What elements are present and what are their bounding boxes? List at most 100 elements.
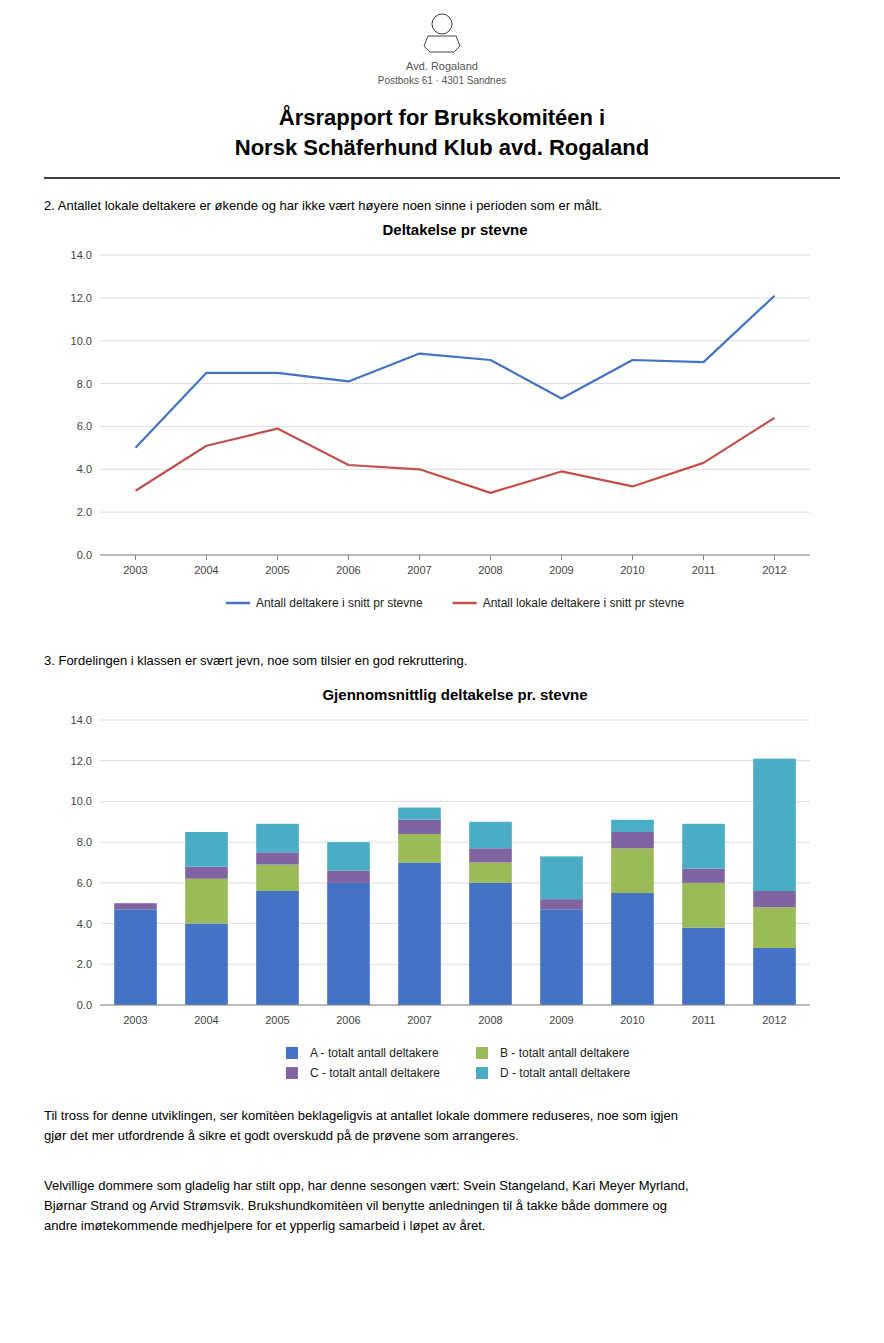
bar bbox=[327, 842, 370, 871]
y-tick-label: 8.0 bbox=[77, 836, 92, 848]
legend-item: B - totalt antall deltakere bbox=[476, 1046, 630, 1060]
x-tick-label: 2009 bbox=[549, 1014, 573, 1026]
tick-mark bbox=[774, 555, 775, 560]
y-tick-label: 12.0 bbox=[71, 292, 92, 304]
x-tick-label: 2005 bbox=[265, 564, 289, 576]
bar bbox=[753, 948, 796, 1005]
legend-item: Antall lokale deltakere i snitt pr stevn… bbox=[453, 596, 685, 610]
y-tick-label: 4.0 bbox=[77, 918, 92, 930]
chart-title: Gjennomsnittlig deltakelse pr. stevne bbox=[322, 686, 587, 703]
bar bbox=[540, 856, 583, 899]
bar bbox=[469, 848, 512, 862]
x-tick-label: 2012 bbox=[762, 564, 786, 576]
chart: Deltakelse pr stevne0.02.04.06.08.010.01… bbox=[71, 221, 810, 610]
plot-area bbox=[114, 759, 796, 1005]
x-tick-label: 2003 bbox=[123, 564, 147, 576]
bar bbox=[682, 824, 725, 869]
grid-line bbox=[100, 555, 810, 556]
bar bbox=[256, 891, 299, 1005]
y-tick-label: 10.0 bbox=[71, 795, 92, 807]
line-series bbox=[136, 296, 775, 448]
legend-label: D - totalt antall deltakere bbox=[500, 1066, 630, 1080]
x-tick-label: 2006 bbox=[336, 1014, 360, 1026]
grid-line bbox=[100, 760, 810, 761]
legend-item: Antall deltakere i snitt pr stevne bbox=[226, 596, 423, 610]
page-title: Årsrapport for Brukskomitéen i bbox=[279, 104, 605, 130]
section-text: 3. Fordelingen i klassen er svært jevn, … bbox=[44, 653, 467, 668]
x-tick-label: 2007 bbox=[407, 564, 431, 576]
legend-label: A - totalt antall deltakere bbox=[310, 1046, 439, 1060]
y-tick-label: 0.0 bbox=[77, 999, 92, 1011]
y-tick-label: 2.0 bbox=[77, 506, 92, 518]
bar bbox=[256, 824, 299, 853]
y-tick-label: 6.0 bbox=[77, 420, 92, 432]
x-tick-label: 2006 bbox=[336, 564, 360, 576]
bar bbox=[611, 820, 654, 832]
bar bbox=[682, 928, 725, 1005]
tick-mark bbox=[703, 555, 704, 560]
y-tick-label: 14.0 bbox=[71, 714, 92, 726]
bar bbox=[469, 863, 512, 883]
tick-mark bbox=[561, 555, 562, 560]
legend-swatch bbox=[453, 602, 477, 605]
bar bbox=[753, 891, 796, 907]
legend-swatch bbox=[226, 602, 250, 605]
x-tick-label: 2008 bbox=[478, 564, 502, 576]
tick-mark bbox=[490, 555, 491, 560]
bar bbox=[682, 883, 725, 928]
x-tick-label: 2003 bbox=[123, 1014, 147, 1026]
grid-line bbox=[100, 1005, 810, 1006]
bar bbox=[469, 822, 512, 848]
bar bbox=[540, 909, 583, 1005]
grid-line bbox=[100, 720, 810, 721]
body-text: gjør det mer utfordrende å sikre et godt… bbox=[44, 1128, 519, 1143]
page-title: Norsk Schäferhund Klub avd. Rogaland bbox=[235, 135, 649, 160]
grid-line bbox=[100, 469, 810, 470]
grid-line bbox=[100, 426, 810, 427]
bar bbox=[185, 832, 228, 867]
section-text: 2. Antallet lokale deltakere er økende o… bbox=[44, 198, 602, 213]
title-rule bbox=[44, 177, 840, 179]
logo-text: Avd. Rogaland bbox=[406, 60, 478, 72]
bar bbox=[753, 907, 796, 948]
grid-line bbox=[100, 801, 810, 802]
x-tick-label: 2005 bbox=[265, 1014, 289, 1026]
bar bbox=[256, 852, 299, 864]
legend-item: C - totalt antall deltakere bbox=[286, 1066, 440, 1080]
legend-item: D - totalt antall deltakere bbox=[476, 1066, 630, 1080]
y-tick-label: 2.0 bbox=[77, 958, 92, 970]
y-tick-label: 14.0 bbox=[71, 249, 92, 261]
legend-swatch bbox=[286, 1067, 298, 1079]
legend-item: A - totalt antall deltakere bbox=[286, 1046, 439, 1060]
grid-line bbox=[100, 512, 810, 513]
bar bbox=[114, 903, 157, 904]
bar bbox=[185, 879, 228, 924]
x-tick-label: 2012 bbox=[762, 1014, 786, 1026]
logo-text: Postboks 61 · 4301 Sandnes bbox=[378, 75, 506, 86]
bar bbox=[682, 869, 725, 883]
x-tick-label: 2007 bbox=[407, 1014, 431, 1026]
legend-label: C - totalt antall deltakere bbox=[310, 1066, 440, 1080]
x-tick-label: 2010 bbox=[620, 564, 644, 576]
y-tick-label: 4.0 bbox=[77, 463, 92, 475]
page: Avd. Rogaland Postboks 61 · 4301 Sandnes Å… bbox=[0, 0, 884, 1343]
bar bbox=[398, 863, 441, 1006]
legend-label: Antall deltakere i snitt pr stevne bbox=[256, 596, 423, 610]
y-tick-label: 8.0 bbox=[77, 378, 92, 390]
logo: Avd. Rogaland Postboks 61 · 4301 Sandnes bbox=[378, 14, 506, 86]
bar bbox=[398, 834, 441, 863]
x-axis: 2003200420052006200720082009201020112012 bbox=[100, 1005, 810, 1026]
bar bbox=[540, 899, 583, 909]
y-axis: 0.02.04.06.08.010.012.014.0 bbox=[71, 249, 810, 561]
tick-mark bbox=[632, 555, 633, 560]
x-tick-label: 2008 bbox=[478, 1014, 502, 1026]
grid-line bbox=[100, 297, 810, 298]
plot-area bbox=[136, 296, 775, 493]
x-tick-label: 2004 bbox=[194, 564, 218, 576]
grid-line bbox=[100, 383, 810, 384]
bar bbox=[114, 903, 157, 909]
logo-body bbox=[424, 36, 460, 52]
x-axis-line bbox=[100, 555, 810, 556]
x-tick-label: 2010 bbox=[620, 1014, 644, 1026]
bar bbox=[611, 893, 654, 1005]
